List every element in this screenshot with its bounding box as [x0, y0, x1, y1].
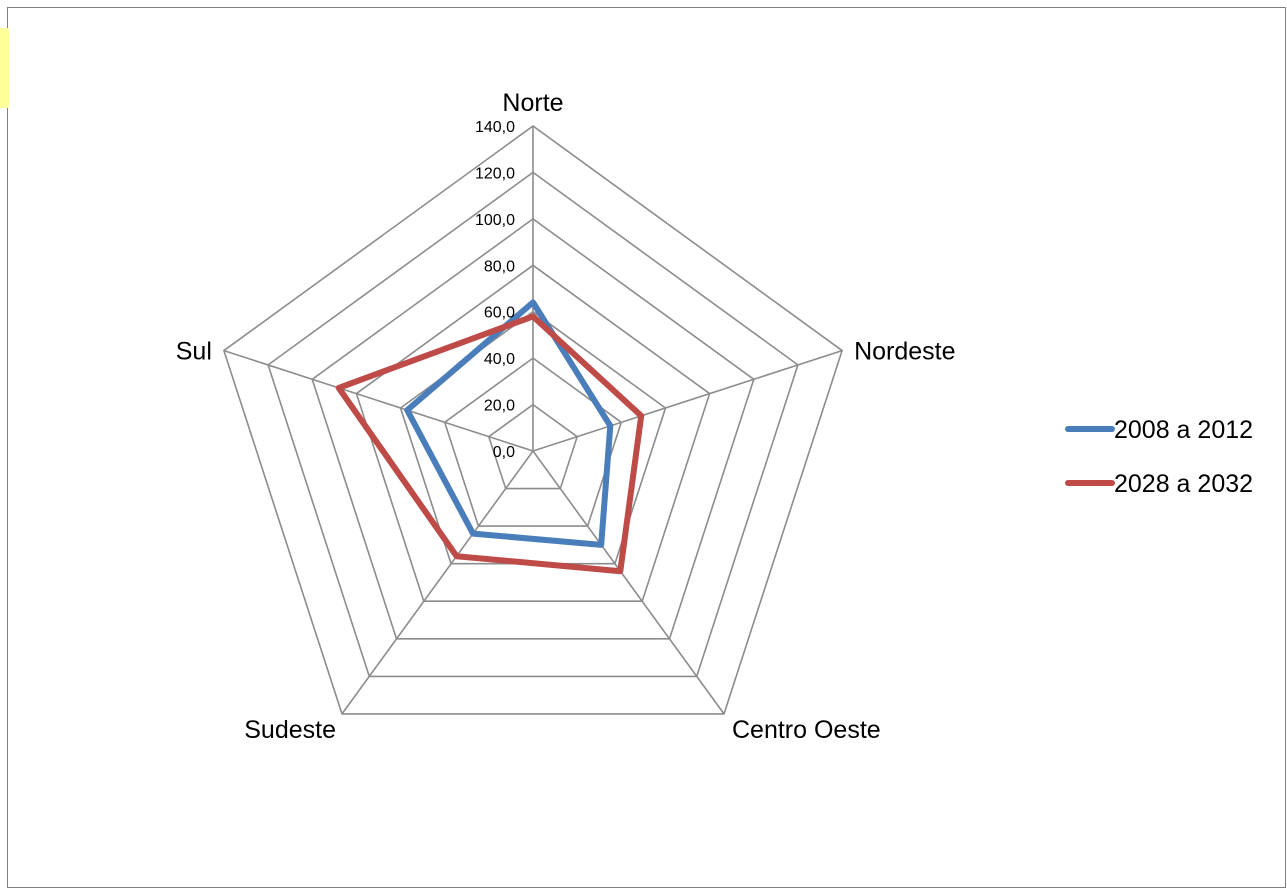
grid-ring — [311, 217, 755, 640]
tick-label: 20,0 — [484, 398, 515, 415]
selection-handle — [0, 28, 9, 108]
legend-label-2: 2028 a 2032 — [1114, 470, 1253, 498]
tick-label: 40,0 — [484, 351, 515, 368]
tick-label: 120,0 — [475, 165, 515, 182]
series-layer — [335, 299, 645, 575]
grid-ring — [487, 403, 579, 490]
tick-label: 60,0 — [484, 305, 515, 322]
spoke-sul — [223, 349, 534, 452]
tick-label: 80,0 — [484, 258, 515, 275]
grid-ring — [222, 125, 844, 715]
axis-label-sul: Sul — [176, 338, 212, 366]
axis-labels: Norte Nordeste Centro Oeste Sudeste Sul — [176, 89, 956, 744]
tick-labels: 0,0 20,0 40,0 60,0 80,0 100,0 120,0 140,0 — [475, 119, 515, 461]
spoke-sudeste — [341, 450, 534, 715]
grid-ring — [443, 357, 623, 527]
axis-label-norte: Norte — [502, 89, 563, 117]
axis-label-sudeste: Sudeste — [244, 716, 336, 744]
legend-label-1: 2008 a 2012 — [1114, 416, 1253, 444]
tick-label: 100,0 — [475, 212, 515, 229]
series-line-1 — [404, 299, 614, 548]
tick-label: 140,0 — [475, 119, 515, 136]
grid-ring — [267, 171, 799, 678]
chart-area — [7, 7, 1286, 888]
series-line-2 — [335, 313, 645, 575]
tick-label: 0,0 — [493, 444, 515, 461]
axis-label-centro-oeste: Centro Oeste — [732, 716, 881, 744]
spoke-nordeste — [532, 349, 843, 452]
axis-label-nordeste: Nordeste — [854, 338, 955, 366]
legend: 2008 a 2012 2028 a 2032 — [1065, 416, 1253, 498]
spoke-centro-oeste — [532, 450, 725, 715]
spokes — [223, 126, 843, 715]
